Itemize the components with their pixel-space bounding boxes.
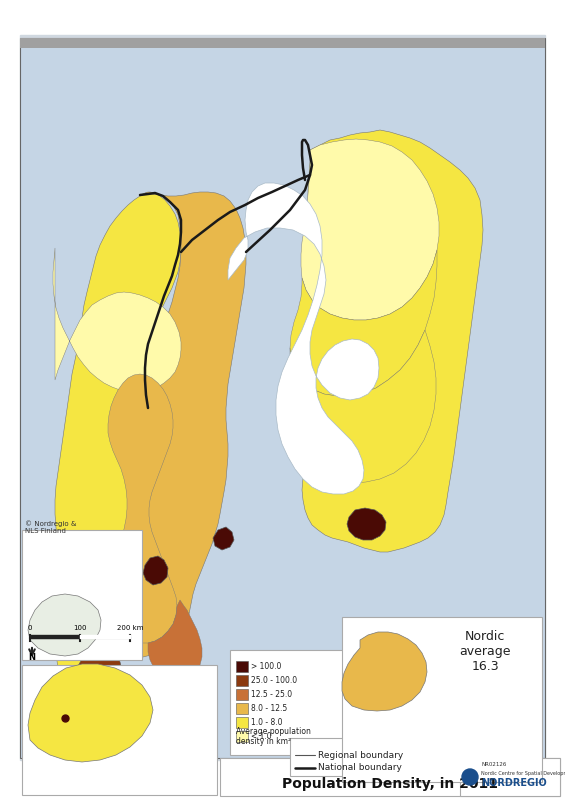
Bar [236, 689, 248, 700]
Text: Population Density, in 2011: Population Density, in 2011 [282, 777, 498, 791]
Text: 25.0 - 100.0: 25.0 - 100.0 [251, 676, 297, 685]
Circle shape [462, 769, 478, 785]
Polygon shape [28, 664, 153, 762]
Bar [236, 675, 248, 686]
Text: NORDREGIO: NORDREGIO [481, 778, 547, 788]
Bar [430, 622, 540, 682]
Polygon shape [53, 248, 181, 393]
Bar [20, 38, 545, 48]
Bar [22, 665, 217, 795]
Text: Average population
density in km²: Average population density in km² [236, 726, 311, 746]
Polygon shape [76, 648, 122, 702]
Polygon shape [289, 330, 436, 483]
Bar [290, 738, 485, 776]
Polygon shape [213, 527, 234, 550]
Text: N: N [28, 653, 36, 662]
Polygon shape [143, 556, 168, 585]
Text: 0: 0 [28, 625, 32, 631]
Text: Regional boundary: Regional boundary [318, 750, 403, 759]
Polygon shape [302, 130, 483, 552]
Text: NR02126: NR02126 [481, 762, 506, 767]
Bar [236, 731, 248, 742]
Text: 200 km: 200 km [117, 625, 144, 631]
Polygon shape [100, 192, 246, 657]
Bar [236, 717, 248, 728]
Polygon shape [301, 139, 439, 320]
Text: 1.0 - 8.0: 1.0 - 8.0 [251, 718, 282, 727]
Text: 12.5 - 25.0: 12.5 - 25.0 [251, 690, 292, 699]
Polygon shape [100, 374, 177, 643]
Polygon shape [28, 594, 101, 656]
Polygon shape [112, 712, 130, 728]
Polygon shape [347, 508, 386, 540]
Bar [230, 650, 385, 755]
Polygon shape [148, 600, 202, 681]
Text: 8.0 - 12.5: 8.0 - 12.5 [251, 704, 287, 713]
Bar [236, 703, 248, 714]
Text: National boundary: National boundary [318, 763, 402, 773]
Text: Nordic Centre for Spatial Development: Nordic Centre for Spatial Development [481, 770, 565, 775]
Bar [460, 758, 560, 796]
Polygon shape [107, 705, 143, 738]
Text: < 1.0: < 1.0 [251, 732, 272, 741]
Text: © Nordregio &
NLS Finland: © Nordregio & NLS Finland [25, 520, 76, 534]
Text: Nordic
average
16.3: Nordic average 16.3 [459, 630, 511, 674]
Text: 100: 100 [73, 625, 87, 631]
Polygon shape [290, 250, 437, 396]
Polygon shape [48, 192, 181, 744]
Bar [220, 758, 560, 796]
Bar [22, 530, 142, 660]
Text: > 100.0: > 100.0 [251, 662, 281, 671]
Polygon shape [228, 183, 379, 494]
Polygon shape [342, 632, 427, 711]
Bar [342, 617, 542, 782]
Bar [236, 661, 248, 672]
